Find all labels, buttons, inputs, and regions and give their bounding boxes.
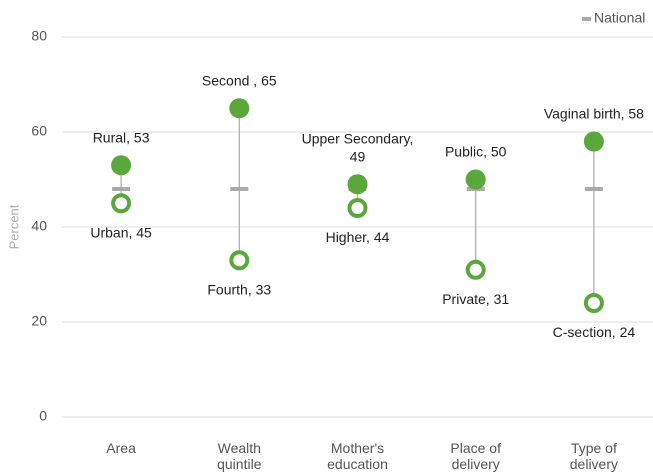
y-tick-label: 60 <box>31 123 47 139</box>
data-label-line: Urban, 45 <box>90 224 152 240</box>
hollow-dot <box>347 198 368 218</box>
data-label: Upper Secondary, 49 <box>302 130 414 164</box>
x-tick-label-line: Place of <box>450 440 501 456</box>
x-tick-label: Wealth quintile <box>217 440 262 472</box>
x-tick-label-line: delivery <box>570 456 618 472</box>
data-label-line: Higher, 44 <box>326 229 390 245</box>
data-label-line: Private, 31 <box>442 290 509 306</box>
data-label-line: Second , 65 <box>202 72 277 88</box>
hollow-dot <box>111 193 132 214</box>
filled-dot <box>583 131 604 152</box>
filled-dot <box>465 169 486 190</box>
data-label: Private, 31 <box>442 290 509 306</box>
data-label: Fourth, 33 <box>207 281 271 297</box>
filled-dot <box>347 174 368 195</box>
x-tick-label-line: Area <box>106 440 136 456</box>
filled-dot <box>229 98 250 119</box>
hollow-dot <box>465 259 486 280</box>
data-label: C-section, 24 <box>553 324 636 340</box>
data-label: Urban, 45 <box>90 224 152 240</box>
x-tick-label: Mother's education <box>327 440 388 472</box>
hollow-dot <box>229 250 250 271</box>
data-label-line: Upper Secondary, <box>302 130 414 146</box>
hollow-dot <box>583 293 604 313</box>
x-tick-label: Type of delivery <box>570 440 618 472</box>
data-label: Public, 50 <box>445 143 507 159</box>
filled-dot <box>111 155 132 176</box>
y-tick-label: 20 <box>31 313 47 329</box>
x-tick-label-line: delivery <box>452 456 500 472</box>
data-label-line: Vaginal birth, 58 <box>544 105 644 121</box>
data-label-line: C-section, 24 <box>553 324 636 340</box>
x-tick-label: Place of delivery <box>450 440 501 472</box>
x-tick-label-line: Mother's <box>331 440 384 456</box>
legend-label: National <box>594 10 645 26</box>
x-tick-label-line: education <box>327 456 388 472</box>
x-tick-label-line: quintile <box>217 456 262 472</box>
data-label: Second , 65 <box>202 72 277 88</box>
data-label: Higher, 44 <box>326 229 390 245</box>
data-label-line: Fourth, 33 <box>207 281 271 297</box>
y-tick-label: 40 <box>31 218 47 234</box>
data-label-line: Public, 50 <box>445 143 507 159</box>
data-label-line: Rural, 53 <box>93 129 150 145</box>
x-tick-label-line: Type of <box>571 440 617 456</box>
data-label-line: 49 <box>350 148 366 164</box>
y-tick-label: 0 <box>39 408 47 424</box>
x-tick-label-line: Wealth <box>218 440 261 456</box>
y-axis-title: Percent <box>6 204 21 249</box>
data-label: Vaginal birth, 58 <box>544 105 644 121</box>
x-tick-label: Area <box>106 440 136 456</box>
y-tick-label: 80 <box>31 28 47 44</box>
data-label: Rural, 53 <box>93 129 150 145</box>
